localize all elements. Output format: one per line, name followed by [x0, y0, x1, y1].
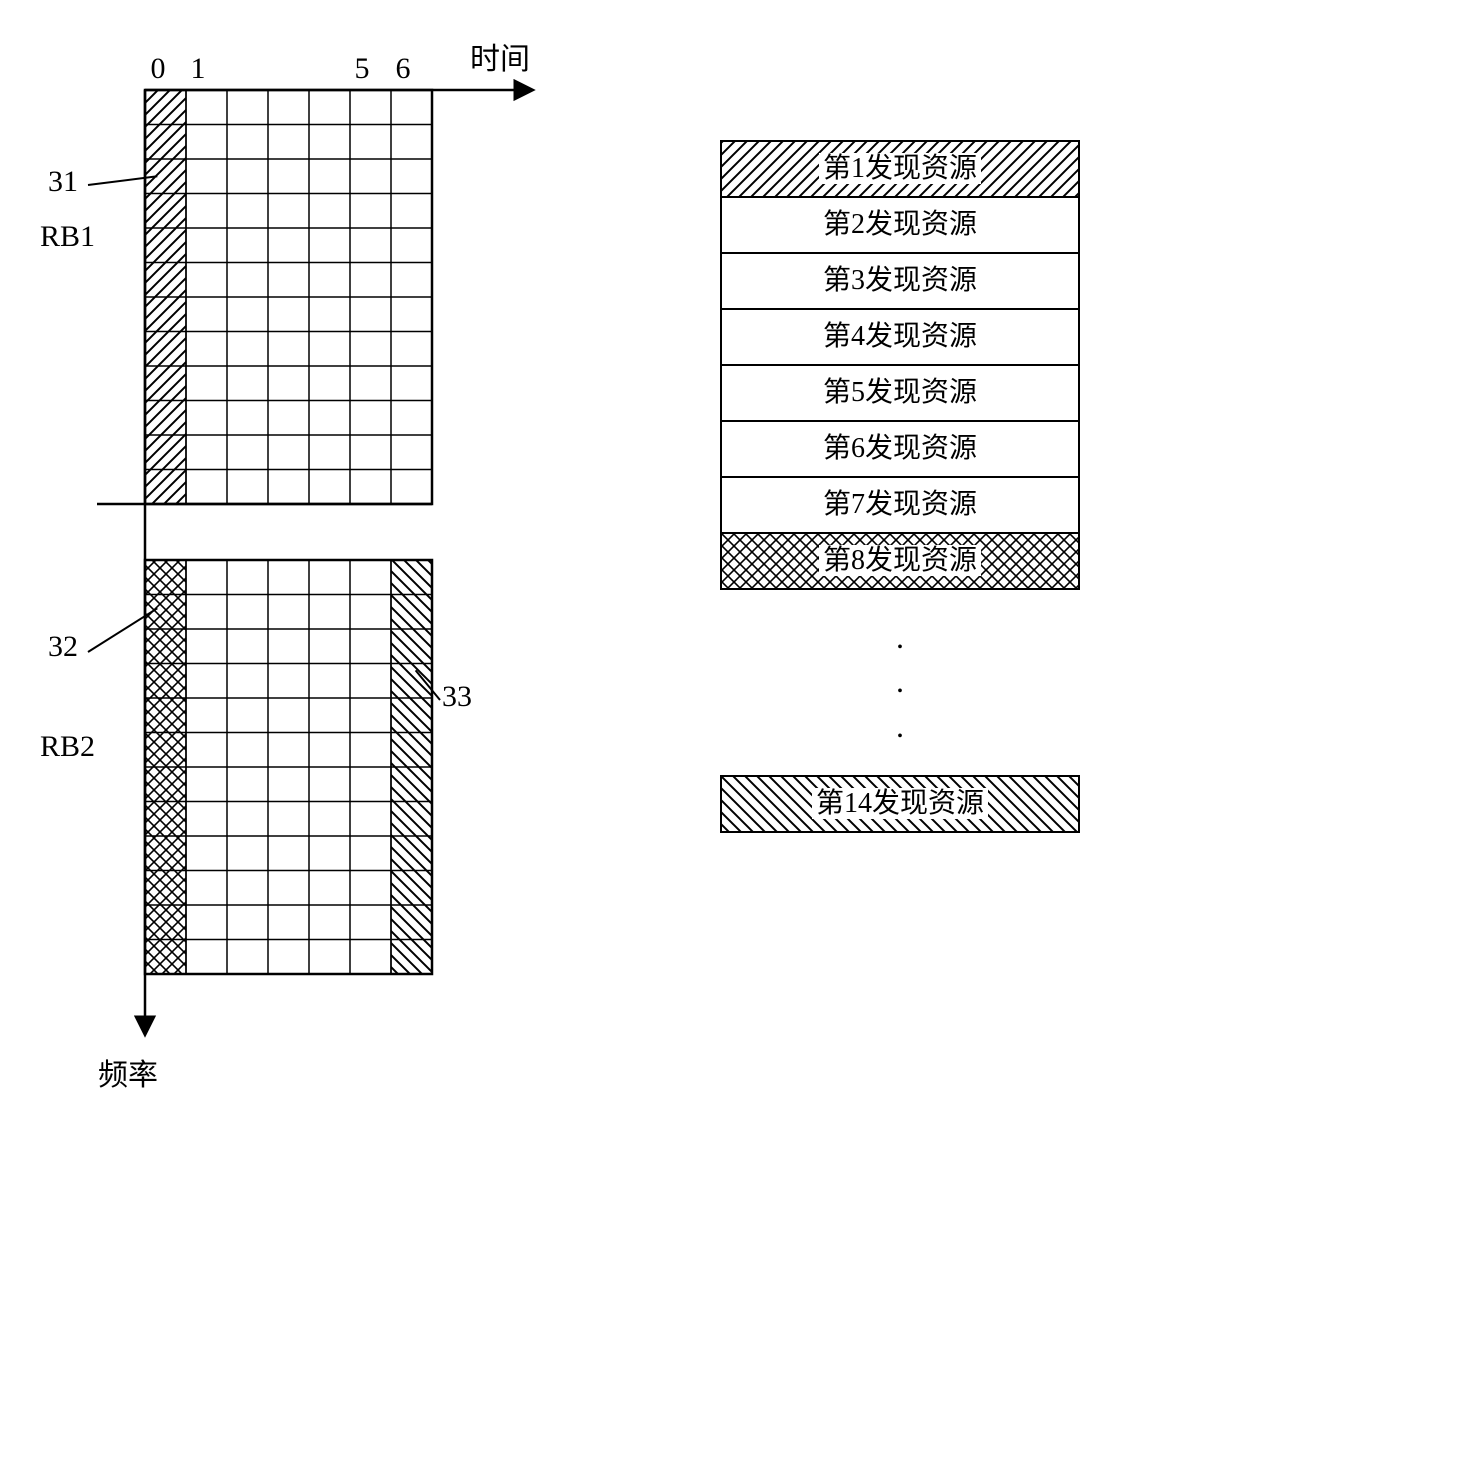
col-label-1: 1 — [178, 52, 218, 86]
legend-item: 第1发现资源 — [720, 140, 1080, 198]
left-panel: 时间 0 1 5 6 31 RB1 32 RB2 33 频率 — [40, 40, 600, 1100]
rb1-label: RB1 — [40, 220, 95, 254]
callout-33: 33 — [442, 680, 472, 714]
legend-item: 第2发现资源 — [720, 196, 1080, 254]
col-label-5: 5 — [342, 52, 382, 86]
legend-item-label: 第14发现资源 — [812, 788, 988, 819]
col-label-6: 6 — [383, 52, 423, 86]
legend-panel: 第1发现资源第2发现资源第3发现资源第4发现资源第5发现资源第6发现资源第7发现… — [720, 40, 1080, 831]
legend-item: 第6发现资源 — [720, 420, 1080, 478]
legend-item: 第8发现资源 — [720, 532, 1080, 590]
legend-last-item: 第14发现资源 — [720, 775, 1080, 833]
legend-item-label: 第6发现资源 — [819, 433, 981, 464]
legend-item: 第14发现资源 — [720, 775, 1080, 833]
legend-item: 第3发现资源 — [720, 252, 1080, 310]
legend-list: 第1发现资源第2发现资源第3发现资源第4发现资源第5发现资源第6发现资源第7发现… — [720, 140, 1080, 590]
legend-item-label: 第2发现资源 — [819, 209, 981, 240]
legend-item: 第5发现资源 — [720, 364, 1080, 422]
legend-item-label: 第8发现资源 — [819, 545, 981, 576]
grid-area: 时间 0 1 5 6 31 RB1 32 RB2 33 频率 — [40, 40, 600, 1100]
callout-31: 31 — [48, 165, 78, 199]
rb2-label: RB2 — [40, 730, 95, 764]
time-axis-label: 时间 — [470, 34, 530, 78]
freq-axis-label: 频率 — [98, 1050, 158, 1094]
figure-container: 时间 0 1 5 6 31 RB1 32 RB2 33 频率 — [40, 40, 1432, 1100]
grid-svg — [40, 40, 600, 1100]
legend-item-label: 第4发现资源 — [819, 321, 981, 352]
legend-item-label: 第7发现资源 — [819, 489, 981, 520]
legend-item: 第4发现资源 — [720, 308, 1080, 366]
legend-item-label: 第3发现资源 — [819, 265, 981, 296]
legend-item: 第7发现资源 — [720, 476, 1080, 534]
callout-32: 32 — [48, 630, 78, 664]
col-label-0: 0 — [138, 52, 178, 86]
legend-item-label: 第1发现资源 — [819, 153, 981, 184]
legend-item-label: 第5发现资源 — [819, 377, 981, 408]
legend-ellipsis: ... — [720, 618, 1080, 745]
